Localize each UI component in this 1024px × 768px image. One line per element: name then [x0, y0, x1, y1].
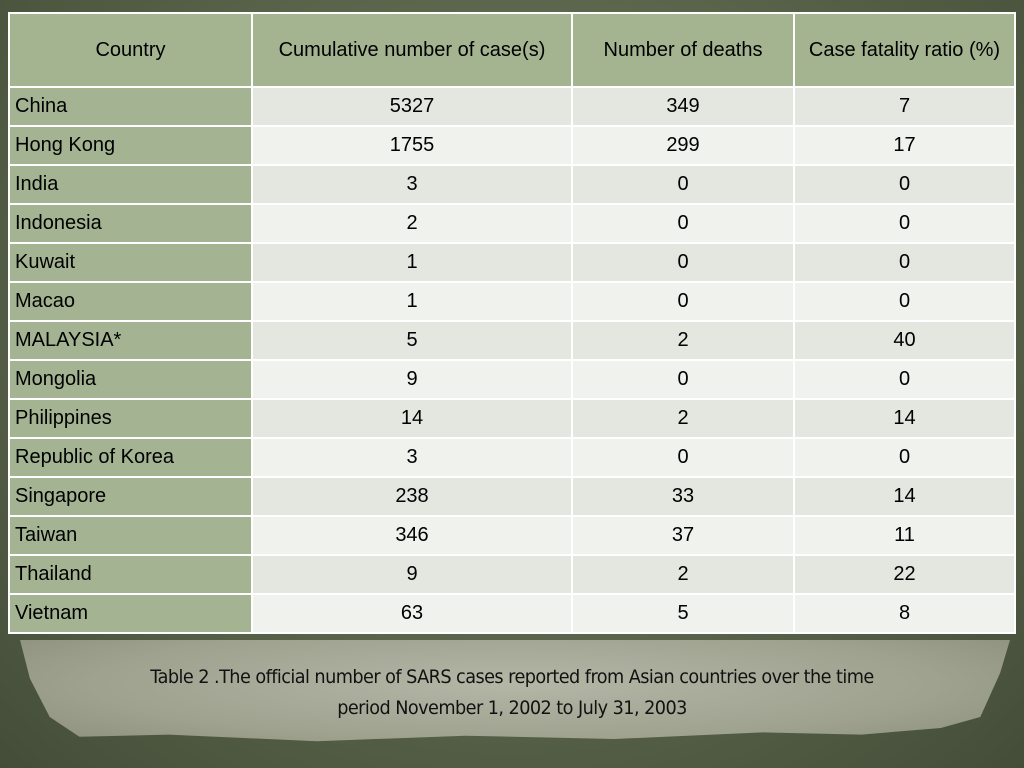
cell-cases: 2	[251, 203, 573, 244]
cell-deaths: 299	[571, 125, 795, 166]
cell-cases: 3	[251, 164, 573, 205]
cell-cases: 9	[251, 554, 573, 595]
cell-fatality-ratio: 0	[793, 203, 1016, 244]
cell-fatality-ratio: 14	[793, 398, 1016, 439]
header-fatality-ratio: Case fatality ratio (%)	[793, 12, 1016, 88]
caption-line-1: Table 2 .The official number of SARS cas…	[150, 666, 874, 688]
table-row: Singapore 238 33 14	[8, 476, 1016, 517]
cell-cases: 9	[251, 359, 573, 400]
cell-country: China	[8, 86, 253, 127]
cell-deaths: 0	[571, 281, 795, 322]
cell-cases: 3	[251, 437, 573, 478]
cell-cases: 5	[251, 320, 573, 361]
table-row: MALAYSIA* 5 2 40	[8, 320, 1016, 361]
cell-deaths: 2	[571, 554, 795, 595]
table-row: China 5327 349 7	[8, 86, 1016, 127]
cell-country: Kuwait	[8, 242, 253, 283]
cell-deaths: 33	[571, 476, 795, 517]
cell-deaths: 2	[571, 320, 795, 361]
table-row: Republic of Korea 3 0 0	[8, 437, 1016, 478]
table-row: Hong Kong 1755 299 17	[8, 125, 1016, 166]
cell-cases: 1	[251, 242, 573, 283]
cell-cases: 1	[251, 281, 573, 322]
table-row: Taiwan 346 37 11	[8, 515, 1016, 556]
cell-fatality-ratio: 0	[793, 359, 1016, 400]
cell-fatality-ratio: 40	[793, 320, 1016, 361]
paper-background	[20, 640, 1010, 742]
cell-country: Macao	[8, 281, 253, 322]
cell-deaths: 0	[571, 164, 795, 205]
sars-cases-table: Country Cumulative number of case(s) Num…	[8, 12, 1016, 634]
cell-country: Indonesia	[8, 203, 253, 244]
cell-country: Mongolia	[8, 359, 253, 400]
cell-country: Vietnam	[8, 593, 253, 634]
header-country: Country	[8, 12, 253, 88]
table-caption: Table 2 .The official number of SARS cas…	[36, 662, 988, 724]
cell-cases: 1755	[251, 125, 573, 166]
cell-deaths: 0	[571, 437, 795, 478]
table-row: India 3 0 0	[8, 164, 1016, 205]
cell-fatality-ratio: 22	[793, 554, 1016, 595]
table-row: Philippines 14 2 14	[8, 398, 1016, 439]
cell-deaths: 349	[571, 86, 795, 127]
cell-deaths: 5	[571, 593, 795, 634]
cell-cases: 238	[251, 476, 573, 517]
cell-country: Singapore	[8, 476, 253, 517]
cell-fatality-ratio: 0	[793, 242, 1016, 283]
cell-country: Republic of Korea	[8, 437, 253, 478]
cell-country: India	[8, 164, 253, 205]
table-row: Vietnam 63 5 8	[8, 593, 1016, 634]
cell-fatality-ratio: 0	[793, 437, 1016, 478]
table-row: Kuwait 1 0 0	[8, 242, 1016, 283]
cell-fatality-ratio: 7	[793, 86, 1016, 127]
cell-cases: 346	[251, 515, 573, 556]
header-deaths: Number of deaths	[571, 12, 795, 88]
cell-country: MALAYSIA*	[8, 320, 253, 361]
cell-cases: 5327	[251, 86, 573, 127]
table-row: Thailand 9 2 22	[8, 554, 1016, 595]
cell-fatality-ratio: 8	[793, 593, 1016, 634]
cell-country: Philippines	[8, 398, 253, 439]
cell-country: Thailand	[8, 554, 253, 595]
cell-fatality-ratio: 0	[793, 281, 1016, 322]
cell-cases: 14	[251, 398, 573, 439]
cell-deaths: 2	[571, 398, 795, 439]
table-row: Macao 1 0 0	[8, 281, 1016, 322]
cell-cases: 63	[251, 593, 573, 634]
cell-deaths: 37	[571, 515, 795, 556]
cell-fatality-ratio: 14	[793, 476, 1016, 517]
cell-country: Hong Kong	[8, 125, 253, 166]
header-cases: Cumulative number of case(s)	[251, 12, 573, 88]
header-row: Country Cumulative number of case(s) Num…	[8, 12, 1016, 88]
cell-deaths: 0	[571, 359, 795, 400]
table-row: Mongolia 9 0 0	[8, 359, 1016, 400]
caption-line-2: period November 1, 2002 to July 31, 2003	[337, 697, 687, 719]
cell-deaths: 0	[571, 203, 795, 244]
cell-fatality-ratio: 11	[793, 515, 1016, 556]
table-row: Indonesia 2 0 0	[8, 203, 1016, 244]
cell-fatality-ratio: 17	[793, 125, 1016, 166]
cell-fatality-ratio: 0	[793, 164, 1016, 205]
cell-deaths: 0	[571, 242, 795, 283]
cell-country: Taiwan	[8, 515, 253, 556]
